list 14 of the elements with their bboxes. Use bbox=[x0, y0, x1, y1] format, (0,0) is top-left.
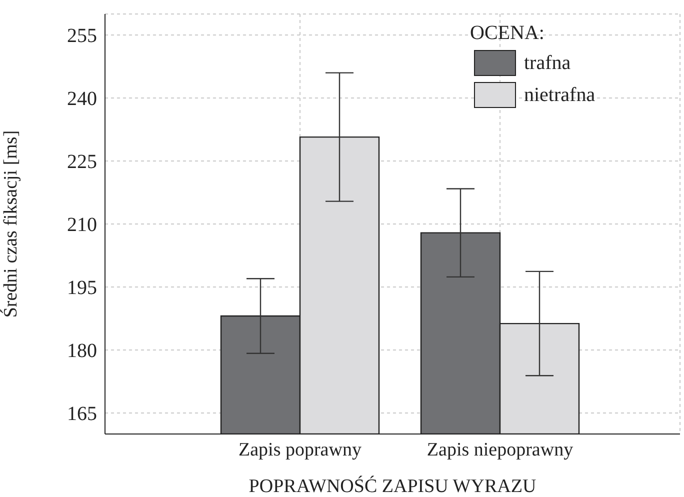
x-tick-label: Zapis niepoprawny bbox=[426, 439, 574, 460]
y-tick-label: 255 bbox=[67, 25, 97, 48]
y-tick-label: 180 bbox=[67, 340, 97, 362]
y-tick-label: 195 bbox=[67, 277, 97, 300]
y-tick-label: 165 bbox=[67, 403, 97, 426]
y-tick-label: 240 bbox=[67, 88, 97, 110]
y-tick-label: 210 bbox=[67, 214, 97, 236]
legend-label: trafna bbox=[524, 52, 571, 74]
legend-title: OCENA: bbox=[470, 22, 546, 45]
y-axis-title: Średni czas fiksacji [ms] bbox=[0, 130, 22, 318]
legend-label: nietrafna bbox=[524, 84, 596, 106]
y-tick-label: 225 bbox=[67, 151, 97, 174]
x-axis-title: POPRAWNOŚĆ ZAPISU WYRAZU bbox=[248, 475, 536, 497]
x-tick-label: Zapis poprawny bbox=[238, 439, 362, 460]
